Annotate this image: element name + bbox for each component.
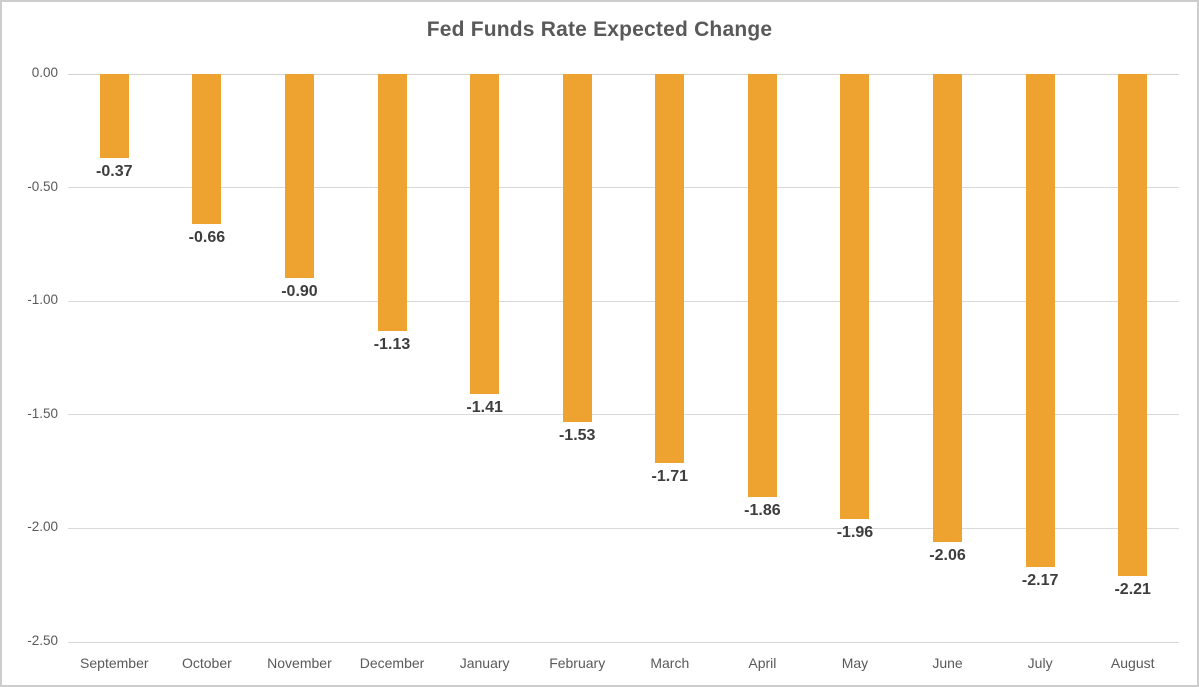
bar-value-label: -1.53: [558, 427, 596, 444]
y-tick-label: -0.50: [27, 178, 58, 194]
y-tick-label: -2.00: [27, 519, 58, 535]
y-tick-label: -2.50: [27, 633, 58, 648]
x-tick-label: May: [841, 655, 869, 671]
bar-value-label: -0.37: [96, 163, 133, 180]
bar-september: [99, 74, 129, 158]
bar-july: [1025, 74, 1055, 567]
x-tick-label: October: [181, 655, 232, 671]
x-tick-label: November: [267, 655, 332, 671]
bar-may: [840, 74, 870, 519]
bar-value-label: -1.96: [836, 524, 874, 541]
x-tick-label: September: [80, 655, 149, 671]
bar-march: [655, 74, 685, 463]
x-tick-label: April: [748, 655, 777, 671]
bar-august: [1118, 74, 1148, 576]
bar-value-label: -0.66: [188, 229, 226, 246]
bar-value-label: -2.21: [1114, 581, 1151, 598]
gridline: [68, 73, 1179, 75]
bar-october: [192, 74, 222, 224]
x-tick-label: December: [359, 655, 425, 671]
bar-january: [470, 74, 500, 394]
bar-june: [933, 74, 963, 542]
chart-title: Fed Funds Rate Expected Change: [426, 18, 773, 41]
bar-value-label: -1.41: [466, 399, 503, 416]
bar-november: [284, 74, 314, 278]
bar-value-label: -1.86: [744, 502, 781, 519]
bar-value-label: -1.13: [373, 336, 411, 353]
x-tick-label: July: [1027, 655, 1053, 671]
gridline: [68, 414, 1179, 416]
x-tick-label: February: [549, 655, 606, 671]
y-tick-label: -1.00: [27, 292, 58, 308]
bar-april: [747, 74, 777, 497]
bar-february: [562, 74, 592, 422]
bar-december: [377, 74, 407, 331]
y-tick-label: 0.00: [31, 65, 58, 80]
bar-value-label: -0.90: [281, 283, 318, 300]
gridline: [68, 187, 1179, 189]
x-tick-label: June: [932, 655, 963, 671]
gridline: [68, 641, 1179, 643]
bar-value-label: -2.17: [1021, 572, 1059, 589]
y-tick-label: -1.50: [27, 405, 58, 421]
gridline: [68, 300, 1179, 302]
x-tick-label: August: [1110, 655, 1155, 671]
bar-value-label: -2.06: [929, 547, 966, 564]
x-tick-label: March: [650, 655, 690, 671]
x-tick-label: January: [459, 655, 510, 671]
bar-value-label: -1.71: [651, 468, 689, 485]
gridline: [68, 527, 1179, 529]
